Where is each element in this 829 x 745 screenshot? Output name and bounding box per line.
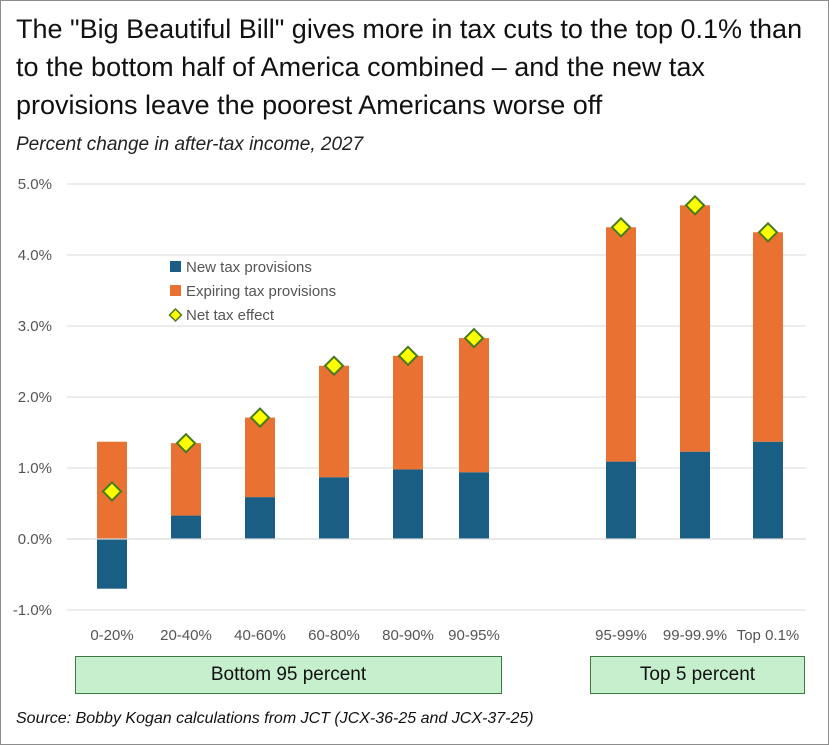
- y-tick-label: 4.0%: [18, 247, 52, 264]
- bar-expiring-tax: [319, 365, 349, 478]
- legend-swatch-new: [170, 261, 181, 272]
- chart-subtitle: Percent change in after-tax income, 2027: [16, 134, 364, 155]
- marker-net-effect: [463, 327, 485, 349]
- bar-new-tax: [319, 477, 349, 539]
- bar-new-tax: [245, 497, 275, 539]
- bar-new-tax: [680, 451, 710, 539]
- bar-expiring-tax: [680, 205, 710, 452]
- bar-expiring-tax: [245, 417, 275, 498]
- marker-net-effect: [101, 481, 123, 502]
- marker-net-effect: [175, 432, 197, 454]
- bar-new-tax: [459, 472, 489, 539]
- group-label-top-5: Top 5 percent: [590, 656, 805, 694]
- bar-expiring-tax: [753, 232, 783, 442]
- bar-new-tax: [606, 461, 636, 539]
- x-category-label: 60-80%: [308, 627, 360, 644]
- x-category-label: 20-40%: [160, 627, 212, 644]
- bar-expiring-tax: [393, 355, 423, 470]
- x-category-label: 99-99.9%: [663, 627, 727, 644]
- legend-swatch-net: [168, 307, 183, 323]
- legend-label-expiring: Expiring tax provisions: [186, 283, 336, 300]
- bar-new-tax: [393, 469, 423, 539]
- x-category-label: Top 0.1%: [737, 627, 800, 644]
- marker-net-effect: [397, 345, 419, 367]
- y-tick-label: 1.0%: [18, 460, 52, 477]
- x-category-label: 0-20%: [90, 627, 133, 644]
- legend-label-net: Net tax effect: [186, 307, 275, 324]
- marker-net-effect: [249, 407, 271, 429]
- y-tick-label: 0.0%: [18, 531, 52, 548]
- x-category-label: 95-99%: [595, 627, 647, 644]
- marker-net-effect: [323, 355, 345, 377]
- y-tick-label: -1.0%: [13, 602, 52, 619]
- chart-title: The "Big Beautiful Bill" gives more in t…: [16, 14, 803, 120]
- bar-expiring-tax: [459, 338, 489, 473]
- y-tick-label: 2.0%: [18, 389, 52, 406]
- bar-new-tax: [171, 515, 201, 539]
- bar-expiring-tax: [606, 227, 636, 462]
- bar-new-tax: [753, 441, 783, 539]
- x-category-label: 40-60%: [234, 627, 286, 644]
- group-label-bottom-95: Bottom 95 percent: [75, 656, 502, 694]
- x-category-label: 80-90%: [382, 627, 434, 644]
- bar-new-tax: [97, 539, 127, 589]
- source-note: Source: Bobby Kogan calculations from JC…: [16, 710, 534, 727]
- marker-net-effect: [610, 216, 632, 238]
- legend-swatch-expiring: [170, 285, 181, 296]
- legend-label-new: New tax provisions: [186, 259, 312, 276]
- bar-expiring-tax: [171, 443, 201, 516]
- x-category-label: 90-95%: [448, 627, 500, 644]
- y-tick-label: 5.0%: [18, 176, 52, 193]
- marker-net-effect: [757, 221, 779, 243]
- marker-net-effect: [684, 194, 706, 216]
- y-tick-label: 3.0%: [18, 318, 52, 335]
